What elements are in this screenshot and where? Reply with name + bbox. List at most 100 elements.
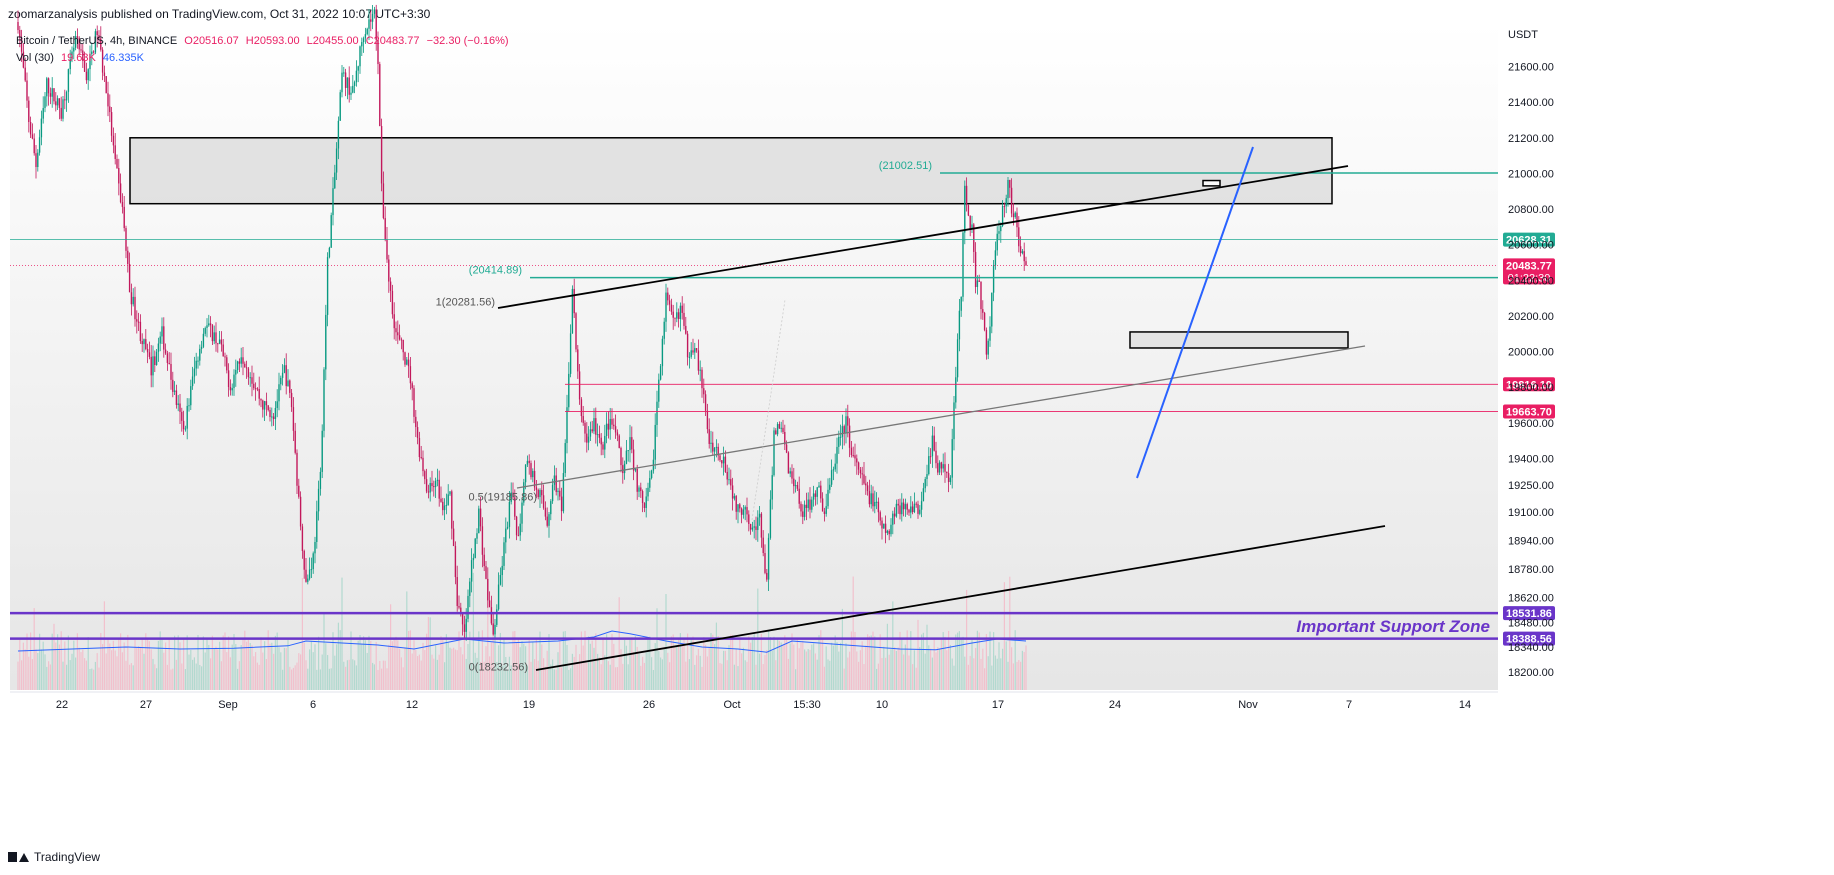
candle-body bbox=[209, 323, 212, 326]
volume-bar bbox=[1002, 648, 1004, 690]
volume-bar bbox=[366, 652, 368, 690]
candle-body bbox=[260, 398, 262, 401]
candle-body bbox=[443, 505, 446, 511]
volume-bar bbox=[969, 655, 971, 690]
volume-bar bbox=[143, 653, 145, 690]
candle-body bbox=[967, 205, 970, 216]
candle-body bbox=[602, 444, 604, 450]
volume-bar bbox=[267, 630, 269, 690]
volume-bar bbox=[982, 648, 984, 690]
symbol-legend[interactable]: Bitcoin / TetherUS, 4h, BINANCE O20516.0… bbox=[16, 35, 513, 47]
candle-body bbox=[274, 407, 277, 420]
candle-body bbox=[355, 70, 358, 83]
volume-bar bbox=[435, 645, 437, 690]
volume-bar bbox=[53, 623, 55, 690]
candle-body bbox=[595, 418, 597, 435]
candle-body bbox=[472, 557, 475, 561]
candle-body bbox=[55, 101, 57, 106]
volume-bar bbox=[235, 644, 237, 690]
candle-body bbox=[425, 479, 428, 492]
candle-body bbox=[794, 485, 797, 487]
candle-body bbox=[33, 138, 35, 154]
volume-bar bbox=[850, 631, 852, 690]
volume-bar bbox=[618, 597, 620, 690]
candle-body bbox=[478, 508, 480, 534]
volume-bar bbox=[69, 660, 71, 690]
volume-bar bbox=[199, 664, 201, 690]
volume-bar bbox=[811, 644, 813, 690]
volume-bar bbox=[433, 658, 435, 690]
volume-bar bbox=[906, 630, 908, 690]
volume-bar bbox=[526, 665, 528, 690]
volume-bar bbox=[741, 653, 743, 690]
time-axis[interactable]: 22 27 Sep 6 12 19 26 Oct 15:30 10 17 24 Nov 7 14 bbox=[10, 691, 1498, 711]
chart-background bbox=[10, 22, 1498, 690]
volume-bar bbox=[373, 664, 375, 690]
volume-bar bbox=[363, 636, 365, 690]
volume-bar bbox=[672, 634, 674, 690]
volume-bar bbox=[586, 662, 588, 690]
volume-bar bbox=[946, 650, 948, 690]
candle-body bbox=[163, 326, 165, 350]
candle-body bbox=[469, 581, 471, 596]
volume-bar bbox=[816, 659, 818, 690]
trend-line bbox=[516, 345, 1366, 489]
volume-bar bbox=[787, 658, 789, 690]
volume-bar bbox=[305, 660, 307, 690]
volume-bar bbox=[159, 631, 161, 690]
candle-body bbox=[56, 98, 59, 106]
volume-bar bbox=[517, 638, 519, 690]
volume-bar bbox=[98, 667, 100, 690]
time-tick-label: 7 bbox=[1346, 699, 1352, 711]
volume-legend[interactable]: Vol (30) 19.63K 46.335K bbox=[16, 52, 148, 64]
candle-body bbox=[409, 366, 412, 384]
volume-bar bbox=[474, 652, 476, 690]
candle-body bbox=[755, 526, 757, 530]
candle-body bbox=[134, 296, 136, 320]
candle-body bbox=[629, 437, 631, 451]
candle-body bbox=[467, 595, 469, 619]
volume-bar bbox=[670, 636, 672, 690]
change-value: −32.30 (−0.16%) bbox=[426, 35, 509, 47]
volume-bar bbox=[562, 631, 564, 690]
volume-bar bbox=[840, 642, 842, 690]
volume-bar bbox=[37, 653, 39, 690]
candle-body bbox=[31, 134, 34, 139]
candle-body bbox=[488, 600, 491, 608]
volume-bar bbox=[66, 664, 68, 690]
volume-bar bbox=[885, 657, 887, 690]
volume-bar bbox=[818, 635, 820, 690]
candle-body bbox=[829, 484, 831, 490]
volume-bar bbox=[557, 652, 559, 690]
candle-body bbox=[427, 491, 430, 493]
candle-body bbox=[245, 367, 248, 369]
volume-bar bbox=[172, 668, 174, 690]
price-tick-label: 20800.00 bbox=[1508, 204, 1554, 216]
candle-body bbox=[119, 183, 122, 203]
volume-bar bbox=[354, 660, 356, 690]
candle-body bbox=[672, 311, 674, 318]
candle-body bbox=[559, 490, 561, 497]
candle-body bbox=[159, 336, 161, 344]
volume-bar bbox=[930, 648, 932, 690]
volume-bar bbox=[994, 655, 996, 690]
candle-body bbox=[753, 526, 755, 528]
candle-body bbox=[573, 288, 575, 314]
candle-body bbox=[80, 49, 82, 51]
candle-body bbox=[465, 618, 467, 632]
volume-bar bbox=[577, 662, 579, 690]
volume-bar bbox=[645, 652, 647, 690]
candle-body bbox=[411, 383, 413, 389]
volume-bar bbox=[552, 659, 554, 690]
candle-body bbox=[650, 470, 653, 479]
volume-bar bbox=[87, 637, 89, 690]
tradingview-footer[interactable]: TradingView bbox=[8, 850, 100, 864]
candle-body bbox=[154, 356, 156, 366]
volume-bar bbox=[1021, 650, 1023, 690]
candle-body bbox=[208, 323, 210, 326]
candle-body bbox=[668, 300, 671, 305]
volume-bar bbox=[453, 647, 455, 690]
time-tick-label: 19 bbox=[523, 699, 535, 711]
